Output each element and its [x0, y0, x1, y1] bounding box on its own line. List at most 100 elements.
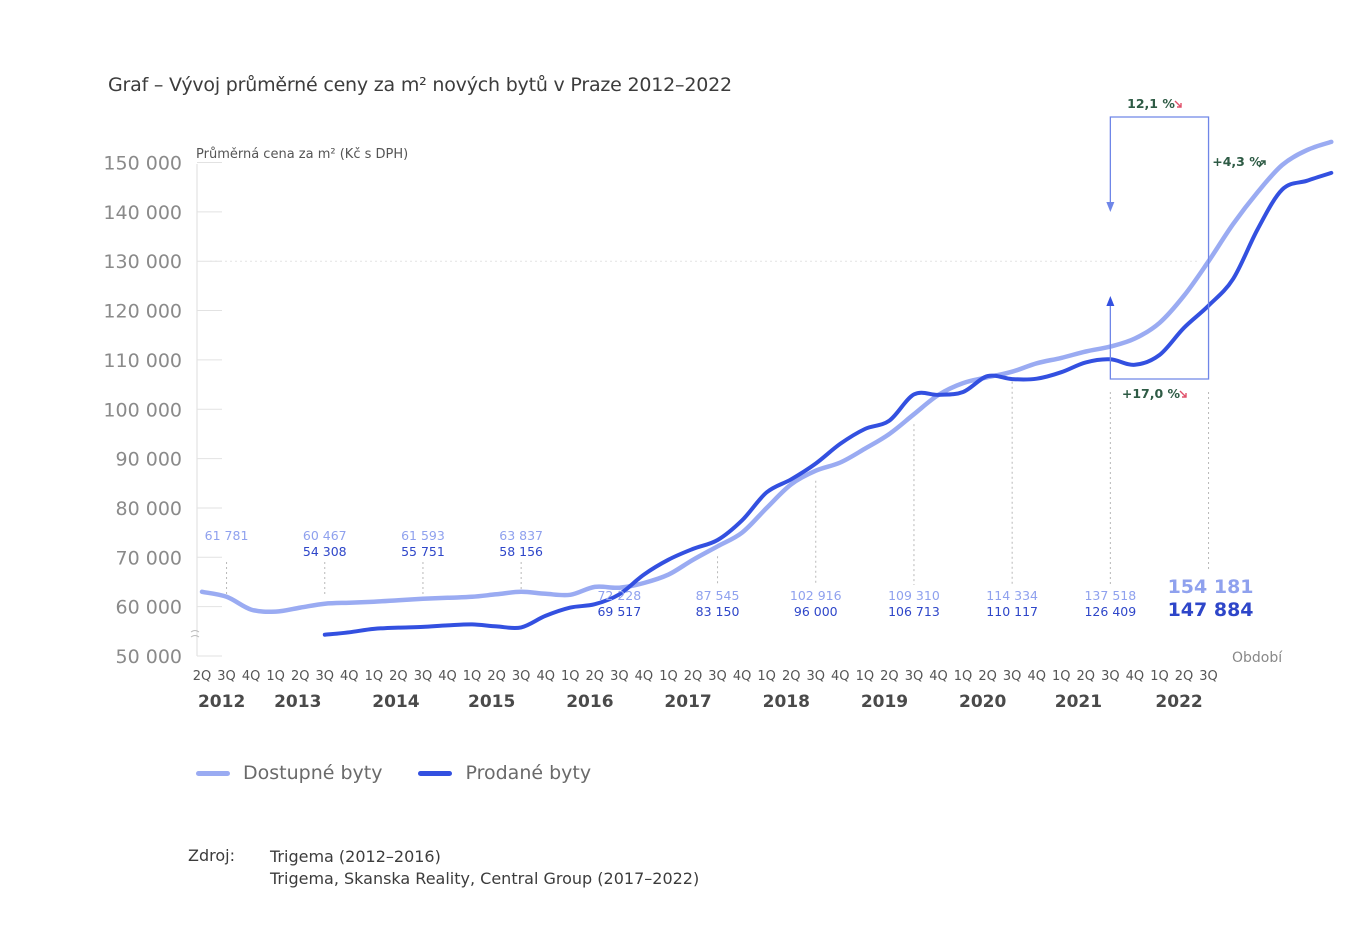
- legend: Dostupné byty Prodané byty: [196, 762, 627, 784]
- legend-swatch-prodane: [418, 770, 453, 776]
- x-tick-quarter: 4Q: [831, 669, 850, 684]
- legend-item-prodane: Prodané byty: [418, 762, 591, 784]
- x-axis-label: Období: [1232, 650, 1283, 666]
- data-label-dostupne: 63 837: [499, 528, 543, 543]
- change-bracket: [1109, 116, 1210, 380]
- data-label-dostupne: 61 593: [401, 528, 445, 543]
- x-tick-year: 2018: [763, 692, 810, 712]
- x-tick-year: 2019: [861, 692, 908, 712]
- change-label-right: +4,3 %: [1212, 154, 1262, 169]
- x-tick-quarter: 3Q: [1199, 669, 1218, 684]
- x-tick-quarter: 4Q: [1126, 669, 1145, 684]
- x-tick-quarter: 3Q: [905, 669, 924, 684]
- y-tick-label: 70 000: [116, 547, 182, 569]
- x-tick-year: 2016: [566, 692, 613, 712]
- change-label-top: 12,1 %: [1127, 96, 1175, 111]
- data-label-dostupne: 154 181: [1168, 576, 1254, 598]
- data-label-prodane: 54 308: [303, 544, 347, 559]
- x-tick-quarter: 2Q: [684, 669, 703, 684]
- data-label-prodane: 58 156: [499, 544, 543, 559]
- x-tick-quarter: 4Q: [733, 669, 752, 684]
- x-tick-quarter: 1Q: [561, 669, 580, 684]
- bracket-arrow-down: [1106, 202, 1115, 212]
- x-tick-quarter: 2Q: [487, 669, 506, 684]
- series-line-prodane: [322, 170, 1334, 637]
- data-label-dostupne: 87 545: [696, 588, 740, 603]
- x-tick-quarter: 3Q: [414, 669, 433, 684]
- data-label-prodane: 96 000: [794, 604, 838, 619]
- x-tick-quarter: 4Q: [536, 669, 555, 684]
- data-label-prodane: 106 713: [888, 604, 940, 619]
- data-label-prodane: 126 409: [1084, 604, 1136, 619]
- data-label-dostupne: 60 467: [303, 528, 347, 543]
- x-tick-quarter: 1Q: [463, 669, 482, 684]
- x-tick-year: 2022: [1155, 692, 1202, 712]
- data-label-prodane: 110 117: [986, 604, 1038, 619]
- data-label-dostupne: 137 518: [1084, 588, 1136, 603]
- x-tick-quarter: 3Q: [1101, 669, 1120, 684]
- x-tick-year: 2013: [274, 692, 321, 712]
- x-tick-quarter: 3Q: [1003, 669, 1022, 684]
- x-tick-quarter: 2Q: [291, 669, 310, 684]
- x-tick-quarter: 2Q: [1077, 669, 1096, 684]
- y-axis-label: Průměrná cena za m² (Kč s DPH): [196, 147, 408, 162]
- x-tick-quarter: 2Q: [880, 669, 899, 684]
- bracket-arrow-up: [1106, 296, 1115, 306]
- x-tick-quarter: 3Q: [217, 669, 236, 684]
- data-label-prodane: 147 884: [1168, 599, 1254, 621]
- x-tick-quarter: 4Q: [929, 669, 948, 684]
- x-tick-quarter: 3Q: [512, 669, 531, 684]
- y-tick-label: 110 000: [103, 350, 182, 372]
- x-tick-quarter: 1Q: [1150, 669, 1169, 684]
- x-tick-quarter: 3Q: [610, 669, 629, 684]
- x-tick-quarter: 2Q: [782, 669, 801, 684]
- x-tick-quarter: 3Q: [315, 669, 334, 684]
- source-line-1: Trigema (2012–2016): [270, 847, 441, 866]
- x-tick-quarter: 2Q: [978, 669, 997, 684]
- x-tick-quarter: 1Q: [856, 669, 875, 684]
- chart-title: Graf – Vývoj průměrné ceny za m² nových …: [108, 74, 732, 96]
- x-tick-quarter: 4Q: [242, 669, 261, 684]
- x-tick-quarter: 2Q: [389, 669, 408, 684]
- legend-item-dostupne: Dostupné byty: [196, 762, 382, 784]
- series-line-dostupne: [199, 139, 1334, 615]
- arrow-down-right-icon: [1179, 390, 1187, 398]
- x-tick-quarter: 1Q: [1052, 669, 1071, 684]
- x-tick-quarter: 1Q: [365, 669, 384, 684]
- arrow-up-right-icon: [1258, 160, 1266, 168]
- y-tick-label: 150 000: [103, 153, 182, 175]
- data-label-dostupne: 109 310: [888, 588, 940, 603]
- source-lines: Trigema (2012–2016) Trigema, Skanska Rea…: [270, 846, 699, 890]
- source-label: Zdroj:: [188, 846, 235, 865]
- data-label-dostupne: 72 228: [597, 588, 641, 603]
- x-tick-year: 2017: [664, 692, 711, 712]
- data-label-prodane: 55 751: [401, 544, 445, 559]
- x-tick-quarter: 1Q: [266, 669, 285, 684]
- y-tick-label: 50 000: [116, 646, 182, 668]
- source-line-2: Trigema, Skanska Reality, Central Group …: [270, 869, 700, 888]
- x-tick-quarter: 2Q: [1175, 669, 1194, 684]
- x-tick-year: 2015: [468, 692, 515, 712]
- x-tick-quarter: 1Q: [659, 669, 678, 684]
- y-tick-label: 80 000: [116, 498, 182, 520]
- change-label-bottom: +17,0 %: [1122, 386, 1181, 401]
- data-label-dostupne: 61 781: [205, 528, 249, 543]
- arrow-down-right-icon: [1174, 100, 1182, 108]
- x-tick-quarter: 2Q: [193, 669, 212, 684]
- y-tick-label: 90 000: [116, 449, 182, 471]
- legend-label-prodane: Prodané byty: [465, 762, 592, 784]
- y-tick-label: 140 000: [103, 202, 182, 224]
- x-tick-quarter: 1Q: [954, 669, 973, 684]
- x-tick-quarter: 4Q: [635, 669, 654, 684]
- data-label-dostupne: 102 916: [790, 588, 842, 603]
- x-tick-quarter: 4Q: [438, 669, 457, 684]
- x-tick-quarter: 3Q: [806, 669, 825, 684]
- data-label-prodane: 69 517: [597, 604, 641, 619]
- x-tick-year: 2020: [959, 692, 1006, 712]
- y-tick-label: 120 000: [103, 301, 182, 323]
- y-tick-label: 100 000: [103, 399, 182, 421]
- x-tick-year: 2021: [1055, 692, 1102, 712]
- y-tick-label: 60 000: [116, 597, 182, 619]
- data-label-prodane: 83 150: [696, 604, 740, 619]
